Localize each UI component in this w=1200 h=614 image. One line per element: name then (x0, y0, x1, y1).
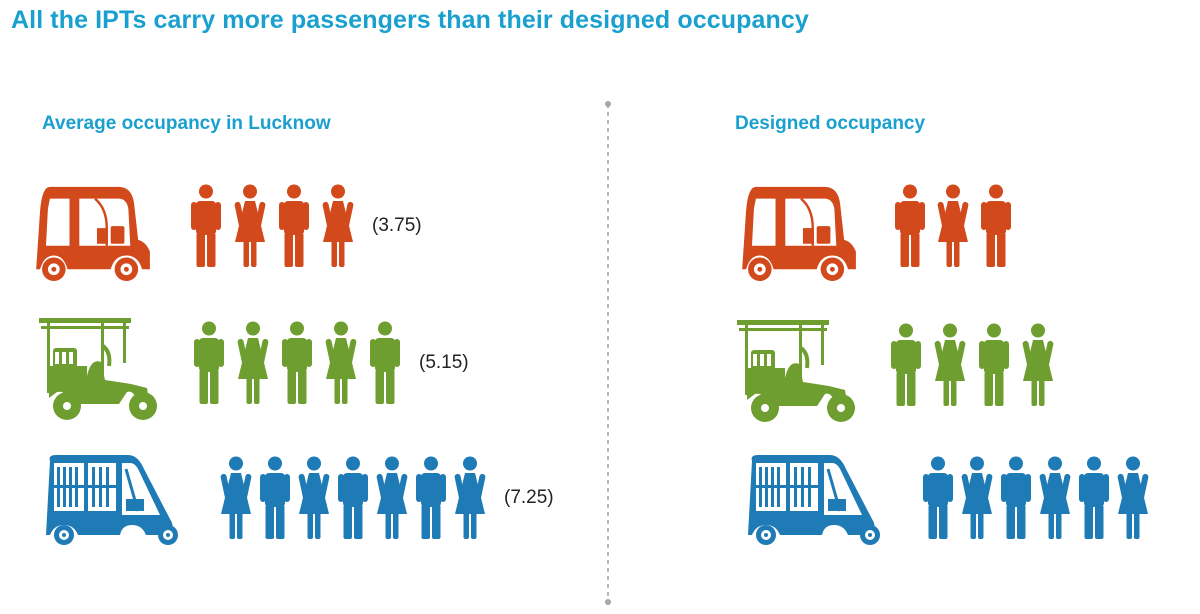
female-passenger-icon (454, 456, 486, 539)
male-passenger-icon (282, 321, 312, 404)
female-passenger-icon (934, 323, 966, 406)
tempo-icon (46, 455, 178, 545)
tempo-icon (748, 455, 880, 545)
male-passenger-icon (895, 184, 925, 267)
female-passenger-icon (237, 321, 269, 404)
panel-divider (605, 101, 611, 605)
male-passenger-icon (416, 456, 446, 539)
male-passenger-icon (1079, 456, 1109, 539)
female-passenger-icon (234, 184, 266, 267)
female-passenger-icon (220, 456, 252, 539)
male-passenger-icon (191, 184, 221, 267)
page-title: All the IPTs carry more passengers than … (11, 6, 809, 34)
female-passenger-icon (298, 456, 330, 539)
female-passenger-icon (1022, 323, 1054, 406)
auto-rickshaw-icon (36, 186, 150, 282)
male-passenger-icon (979, 323, 1009, 406)
male-passenger-icon (260, 456, 290, 539)
female-passenger-icon (376, 456, 408, 539)
male-passenger-icon (370, 321, 400, 404)
female-passenger-icon (961, 456, 993, 539)
female-passenger-icon (322, 184, 354, 267)
female-passenger-icon (1039, 456, 1071, 539)
occupancy-value: (5.15) (419, 352, 469, 373)
male-passenger-icon (338, 456, 368, 539)
occupancy-value: (3.75) (372, 215, 422, 236)
right-panel-heading: Designed occupancy (735, 113, 926, 134)
female-passenger-icon (325, 321, 357, 404)
male-passenger-icon (1001, 456, 1031, 539)
female-passenger-icon (1117, 456, 1149, 539)
auto-rickshaw-icon (742, 186, 856, 282)
male-passenger-icon (279, 184, 309, 267)
male-passenger-icon (981, 184, 1011, 267)
male-passenger-icon (923, 456, 953, 539)
left-panel-heading: Average occupancy in Lucknow (42, 113, 331, 134)
female-passenger-icon (937, 184, 969, 267)
occupancy-value: (7.25) (504, 487, 554, 508)
male-passenger-icon (891, 323, 921, 406)
male-passenger-icon (194, 321, 224, 404)
e-rickshaw-icon (737, 320, 855, 422)
e-rickshaw-icon (39, 318, 157, 420)
